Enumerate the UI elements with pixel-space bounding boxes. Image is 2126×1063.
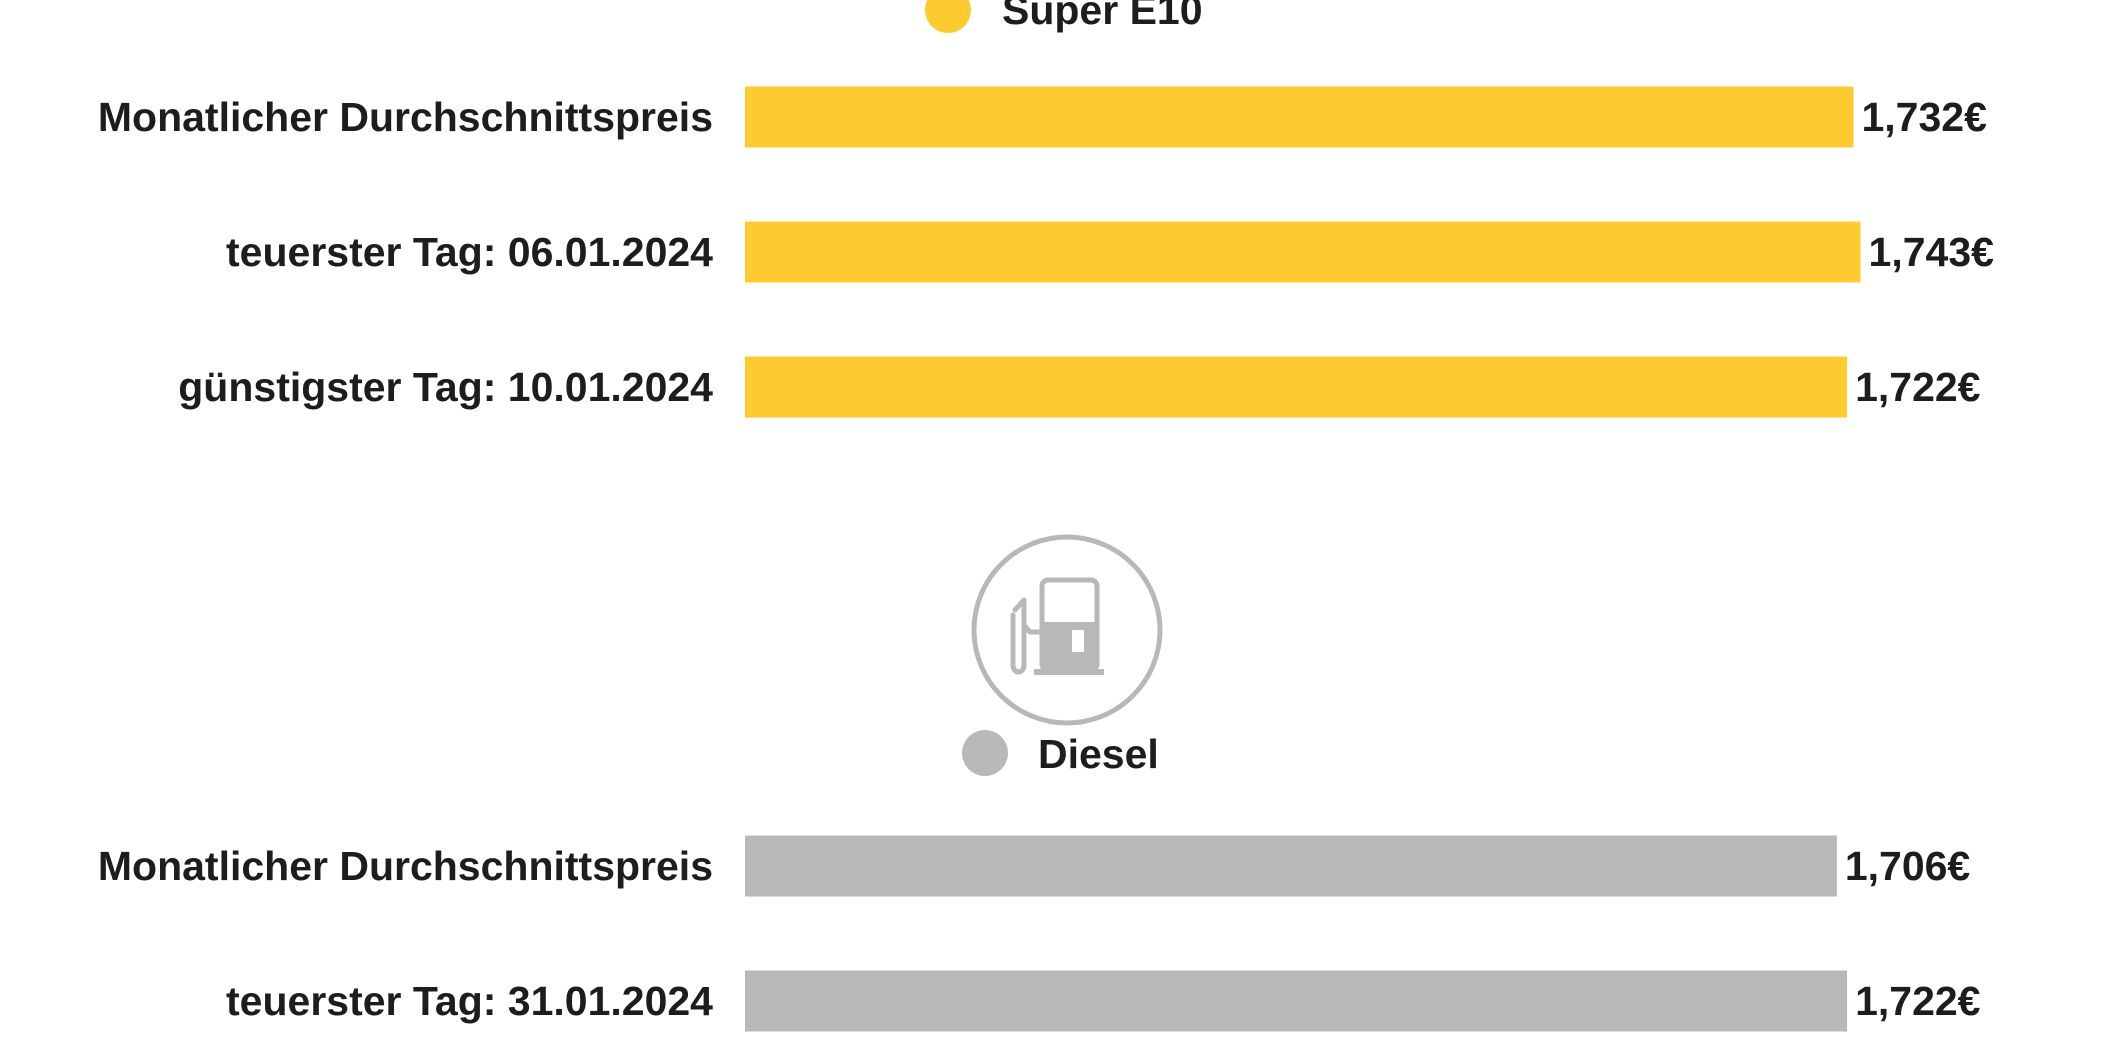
- bar: [745, 835, 1837, 897]
- value-label: 1,722€: [1855, 978, 1981, 1024]
- legend-marker-super-e10: [925, 0, 971, 33]
- legend-label-diesel: Diesel: [1038, 731, 1159, 777]
- value-label: 1,706€: [1845, 843, 1971, 889]
- category-label: Monatlicher Durchschnittspreis: [98, 94, 713, 140]
- bar: [745, 221, 1861, 283]
- category-label: günstigster Tag: 10.01.2024: [178, 364, 713, 410]
- value-label: 1,722€: [1855, 364, 1981, 410]
- legend-label-super-e10: Super E10: [1002, 0, 1203, 33]
- value-label: 1,732€: [1861, 94, 1987, 140]
- series-super-e10: Monatlicher Durchschnittspreis 1,732€ teue…: [98, 86, 1995, 418]
- series-diesel: Monatlicher Durchschnittspreis 1,706€ teue…: [98, 835, 1981, 1032]
- category-label: teuerster Tag: 06.01.2024: [226, 229, 713, 275]
- bar: [745, 86, 1854, 148]
- category-label: teuerster Tag: 31.01.2024: [226, 978, 713, 1024]
- bar: [745, 970, 1848, 1032]
- fuel-pump-icon: [971, 534, 1163, 726]
- legend-diesel: Diesel: [962, 730, 1159, 777]
- bar: [745, 356, 1848, 418]
- legend-super-e10: Super E10: [925, 0, 1203, 33]
- category-label: Monatlicher Durchschnittspreis: [98, 843, 713, 889]
- value-label: 1,743€: [1869, 229, 1995, 275]
- legend-marker-diesel: [962, 730, 1008, 776]
